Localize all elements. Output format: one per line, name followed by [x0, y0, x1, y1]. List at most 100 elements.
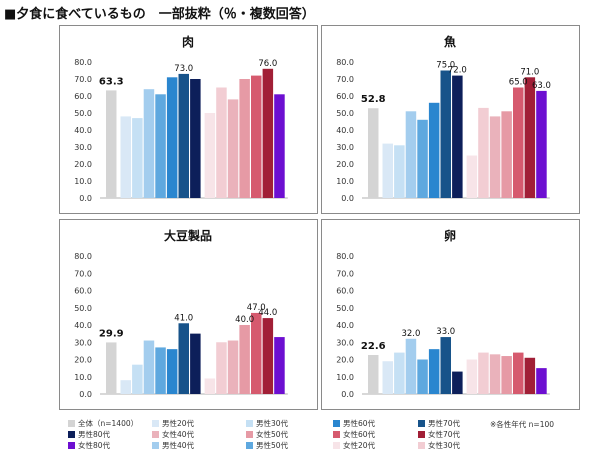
legend-item: 男性60代: [333, 418, 375, 429]
bar-soy-5: [166, 349, 178, 394]
bar-meat-5: [166, 77, 178, 198]
bar-fish-10: [489, 116, 501, 198]
chart-panel-egg: 卵 0.0 10.0 20.0 30.0 40.0 50.0 60.0 70.0 80.0 22.6…: [321, 219, 580, 410]
chart-title-meat: 肉: [182, 34, 194, 49]
bar-meat-12: [251, 75, 262, 198]
data-label-meat-13: 76.0: [258, 59, 277, 69]
legend-item: 女性80代: [68, 440, 110, 451]
data-label-egg-3: 32.0: [401, 329, 420, 339]
bar-meat-10: [227, 99, 239, 198]
data-label-egg-0: 22.6: [361, 341, 386, 352]
bar-fish-13: [524, 77, 536, 198]
chart-soy: 大豆製品 0.0 10.0 20.0 30.0 40.0 50.0 60.0 70.0 80.0 2…: [74, 228, 288, 399]
bar-egg-9: [478, 352, 489, 394]
bar-soy-7: [190, 333, 201, 394]
legend-item: 女性60代: [333, 429, 375, 440]
bar-meat-9: [216, 87, 227, 198]
chart-fish: 魚 0.0 10.0 20.0 30.0 40.0 50.0 60.0 70.0 80.0 52.8…: [336, 34, 551, 203]
sample-size-note: ※各性年代 n=100: [490, 420, 555, 429]
y-tick-label: 50.0: [74, 304, 92, 313]
y-tick-label: 20.0: [336, 160, 354, 169]
y-tick-label: 30.0: [74, 143, 92, 152]
bar-egg-5: [428, 349, 440, 394]
data-label-fish-14: 63.0: [532, 81, 551, 91]
legend-label: 男性50代: [256, 441, 289, 450]
legend-label: 男性40代: [162, 441, 195, 450]
bar-meat-1: [120, 116, 131, 198]
bar-fish-1: [382, 143, 393, 198]
legend-item: 男性20代: [152, 418, 194, 429]
chart-title-fish: 魚: [444, 34, 456, 49]
bar-meat-4: [155, 94, 166, 198]
bar-soy-3: [143, 340, 155, 394]
data-label-egg-6: 33.0: [436, 327, 455, 337]
bar-soy-1: [120, 380, 131, 394]
data-label-fish-13: 71.0: [520, 67, 539, 77]
data-label-soy-11: 40.0: [235, 315, 254, 325]
bar-soy-13: [262, 318, 274, 394]
chart-title-egg: 卵: [444, 228, 456, 243]
y-tick-label: 10.0: [336, 177, 354, 186]
y-tick-label: 80.0: [74, 58, 92, 67]
legend-label: 男性30代: [256, 419, 289, 428]
legend-label: 男性80代: [78, 430, 111, 439]
y-tick-label: 50.0: [336, 109, 354, 118]
y-tick-label: 50.0: [336, 304, 354, 313]
y-tick-label: 70.0: [336, 75, 354, 84]
legend-item: 女性20代: [333, 440, 375, 451]
bar-soy-8: [204, 378, 216, 394]
bar-meat-14: [274, 94, 285, 198]
data-label-meat-0: 63.3: [99, 76, 124, 87]
chart-panel-soy: 大豆製品 0.0 10.0 20.0 30.0 40.0 50.0 60.0 70.0 80.0 2…: [59, 219, 318, 410]
bar-soy-12: [251, 312, 262, 394]
bar-fish-0: [368, 108, 379, 198]
data-label-fish-6: 75.0: [436, 61, 455, 71]
bar-fish-3: [405, 111, 417, 198]
bar-fish-14: [536, 90, 547, 198]
legend-swatch: [152, 420, 159, 427]
bar-egg-4: [417, 359, 428, 394]
legend-label: 女性30代: [428, 441, 461, 450]
bar-egg-7: [452, 371, 463, 394]
y-tick-label: 60.0: [74, 287, 92, 296]
y-tick-label: 30.0: [74, 338, 92, 347]
legend-swatch: [418, 442, 425, 449]
data-label-soy-0: 29.9: [99, 328, 124, 339]
bar-meat-6: [178, 73, 189, 198]
y-tick-label: 0.0: [79, 390, 92, 399]
legend-label: 男性60代: [343, 419, 376, 428]
legend-label: 女性70代: [428, 430, 461, 439]
bar-soy-6: [178, 323, 189, 394]
bar-egg-0: [368, 355, 379, 394]
y-tick-label: 0.0: [341, 194, 354, 203]
legend-item: 女性50代: [246, 429, 288, 440]
legend-label: 男性70代: [428, 419, 461, 428]
bar-egg-12: [513, 352, 524, 394]
chart-egg: 卵 0.0 10.0 20.0 30.0 40.0 50.0 60.0 70.0 80.0 22.6…: [336, 228, 550, 399]
data-label-fish-0: 52.8: [361, 94, 386, 105]
chart-panel-meat: 肉 0.0 10.0 20.0 30.0 40.0 50.0 60.0 70.0 80.0 63.3…: [59, 25, 318, 214]
bar-egg-14: [536, 368, 547, 394]
chart-title-soy: 大豆製品: [164, 228, 212, 243]
bar-soy-14: [274, 337, 285, 394]
y-tick-label: 60.0: [336, 92, 354, 101]
data-label-soy-13: 44.0: [258, 308, 277, 318]
y-tick-label: 40.0: [74, 126, 92, 135]
y-tick-label: 40.0: [74, 321, 92, 330]
legend-swatch: [246, 431, 253, 438]
y-tick-label: 40.0: [336, 126, 354, 135]
legend-item: 女性30代: [418, 440, 460, 451]
page-title: ■夕食に食べているもの 一部抜粋（％・複数回答）: [4, 7, 315, 22]
y-tick-label: 20.0: [74, 160, 92, 169]
y-tick-label: 60.0: [74, 92, 92, 101]
y-tick-label: 30.0: [336, 143, 354, 152]
legend-swatch: [152, 442, 159, 449]
legend-swatch: [68, 420, 75, 427]
data-label-meat-6: 73.0: [174, 64, 193, 74]
chart-legend: 全体（n=1400） 男性20代 男性30代 男性40代 男性50代 男性60代 男性70代…: [0, 414, 600, 454]
y-tick-label: 10.0: [336, 373, 354, 382]
legend-label: 女性80代: [78, 441, 111, 450]
y-tick-label: 10.0: [74, 373, 92, 382]
bar-egg-3: [405, 338, 417, 394]
legend-label: 女性50代: [256, 430, 289, 439]
